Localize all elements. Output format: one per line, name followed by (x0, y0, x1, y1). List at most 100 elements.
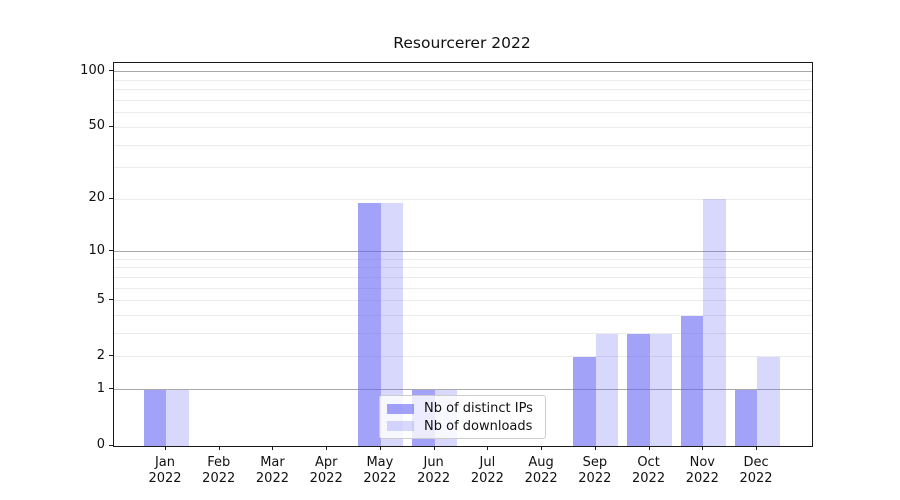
x-tick-dec (756, 446, 758, 450)
x-tick-month: Feb (207, 455, 231, 470)
x-tick-feb (218, 446, 220, 450)
x-tick-month: Nov (689, 455, 715, 470)
y-tick-label-10: 10 (88, 242, 105, 258)
chart-title: Resourcerer 2022 (393, 34, 531, 52)
minor-gridline-y7 (114, 276, 812, 278)
legend: Nb of distinct IPs Nb of downloads (379, 395, 546, 439)
x-tick-year: 2022 (632, 471, 666, 486)
y-tick-label-20: 20 (88, 190, 105, 206)
minor-gridline-y4 (114, 315, 812, 317)
y-tick-100 (109, 70, 113, 72)
x-tick-sep (594, 446, 596, 450)
minor-gridline-y5 (114, 300, 812, 302)
bar-distinct-ips-oct (627, 333, 650, 446)
x-tick-month: Apr (314, 455, 338, 470)
x-tick-month: Aug (528, 455, 554, 470)
x-tick-month: Dec (743, 455, 769, 470)
x-tick-label-mar: Mar 2022 (240, 455, 304, 487)
legend-label-distinct-ips: Nb of distinct IPs (424, 401, 533, 417)
legend-label-downloads: Nb of downloads (424, 418, 533, 434)
bar-distinct-ips-may (358, 203, 381, 446)
y-tick-1 (109, 388, 113, 390)
minor-gridline-y8 (114, 267, 812, 269)
bar-downloads-may (380, 203, 404, 446)
x-tick-year: 2022 (417, 471, 451, 486)
bar-downloads-nov (703, 199, 726, 446)
x-tick-label-aug: Aug 2022 (509, 455, 573, 487)
major-gridline-y1 (114, 389, 812, 391)
plot-area: Nb of distinct IPs Nb of downloads (113, 62, 813, 447)
minor-gridline-y70 (114, 100, 812, 102)
x-tick-month: May (366, 455, 394, 470)
x-tick-year: 2022 (685, 471, 719, 486)
x-tick-year: 2022 (202, 471, 236, 486)
bar-downloads-sep (595, 333, 619, 446)
x-tick-jan (165, 446, 166, 450)
x-tick-nov (702, 446, 704, 450)
major-gridline-y100 (114, 71, 812, 73)
x-tick-month: Jul (479, 455, 496, 470)
bar-downloads-dec (757, 356, 780, 446)
y-tick-label-0: 0 (96, 437, 105, 452)
x-tick-may (379, 446, 381, 450)
x-tick-label-nov: Nov 2022 (670, 455, 734, 487)
x-tick-month: Mar (260, 455, 285, 470)
x-tick-month: Sep (582, 455, 608, 470)
x-tick-year: 2022 (363, 471, 397, 486)
x-tick-mar (272, 446, 274, 450)
x-tick-aug (541, 446, 543, 450)
minor-gridline-y80 (114, 89, 812, 91)
x-tick-label-jul: Jul 2022 (455, 455, 519, 487)
x-tick-year: 2022 (470, 471, 504, 486)
minor-gridline-y9 (114, 258, 812, 260)
x-tick-label-oct: Oct 2022 (617, 455, 681, 487)
minor-gridline-y6 (114, 287, 812, 289)
minor-gridline-y50 (114, 126, 812, 128)
legend-row-1: Nb of downloads (387, 418, 537, 436)
x-tick-year: 2022 (524, 471, 558, 486)
minor-gridline-y3 (114, 333, 812, 335)
x-tick-year: 2022 (739, 471, 773, 486)
major-gridline-y10 (114, 251, 812, 253)
x-tick-apr (326, 446, 328, 450)
x-tick-jun (433, 446, 435, 450)
x-tick-label-dec: Dec 2022 (724, 455, 788, 487)
bar-distinct-ips-nov (680, 315, 704, 446)
minor-gridline-y2 (114, 356, 812, 358)
x-tick-year: 2022 (255, 471, 289, 486)
y-tick-label-5: 5 (96, 291, 105, 307)
y-tick-label-50: 50 (88, 118, 105, 134)
minor-gridline-y60 (114, 112, 812, 114)
minor-gridline-y20 (114, 198, 812, 200)
y-tick-label-1: 1 (96, 380, 105, 396)
y-tick-10 (109, 250, 113, 252)
x-tick-oct (648, 446, 650, 450)
minor-gridline-y40 (114, 144, 812, 146)
x-tick-label-feb: Feb 2022 (187, 455, 251, 487)
y-tick-0 (109, 444, 113, 446)
bar-distinct-ips-jan (143, 389, 166, 446)
x-tick-month: Jun (423, 455, 444, 470)
legend-swatch-distinct-ips (387, 403, 414, 414)
bar-downloads-oct (649, 333, 673, 446)
y-tick-2 (109, 355, 113, 357)
y-tick-20 (109, 197, 113, 199)
x-tick-year: 2022 (309, 471, 343, 486)
x-tick-label-sep: Sep 2022 (563, 455, 627, 487)
x-tick-label-jun: Jun 2022 (402, 455, 466, 487)
x-tick-month: Jan (154, 455, 176, 470)
x-tick-label-apr: Apr 2022 (294, 455, 358, 487)
bar-distinct-ips-dec (734, 389, 758, 446)
bar-distinct-ips-sep (573, 356, 596, 446)
y-tick-label-2: 2 (96, 347, 105, 363)
x-tick-jul (487, 446, 489, 450)
legend-swatch-downloads (387, 421, 414, 432)
minor-gridline-y90 (114, 79, 812, 81)
x-tick-label-may: May 2022 (348, 455, 412, 487)
y-tick-label-100: 100 (80, 62, 105, 78)
x-tick-year: 2022 (578, 471, 612, 486)
minor-gridline-y30 (114, 167, 812, 169)
x-tick-year: 2022 (148, 471, 182, 486)
y-tick-50 (109, 125, 113, 127)
